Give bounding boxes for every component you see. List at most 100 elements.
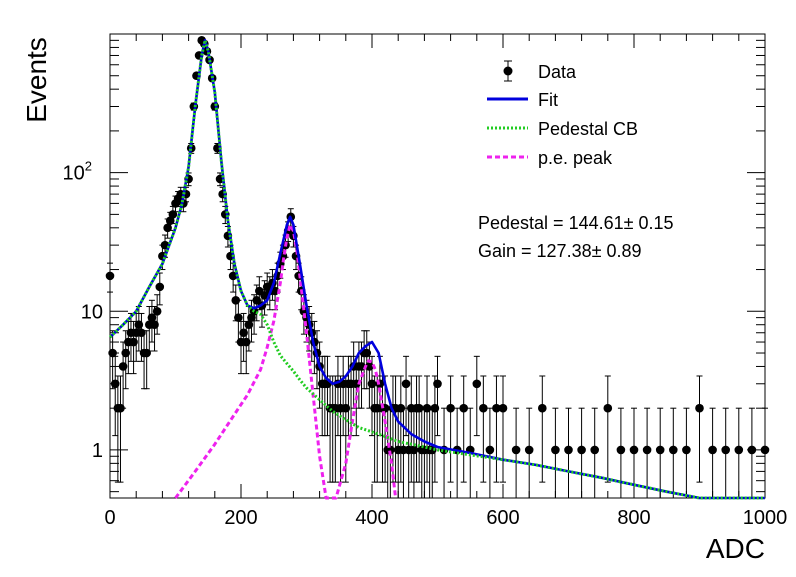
data-point [485, 407, 495, 498]
axis-ticks: 0 200 400 600 800 1000 1 10 102 [63, 33, 788, 529]
y-tick-label: 102 [63, 159, 92, 185]
data-point [655, 407, 665, 498]
data-marker [590, 445, 599, 455]
data-marker [551, 445, 560, 455]
data-marker [511, 445, 521, 455]
x-tick-label: 0 [104, 507, 115, 529]
data-marker [105, 271, 115, 281]
data-point [669, 407, 678, 498]
fit-curves [108, 38, 765, 500]
x-tick-label: 800 [617, 507, 650, 529]
x-tick-label: 1000 [743, 507, 788, 529]
data-marker [629, 445, 639, 455]
y-tick-label: 1 [92, 440, 103, 462]
data-point [511, 407, 521, 498]
y-axis-label: Events [21, 37, 52, 123]
data-point [459, 375, 469, 483]
data-point [642, 407, 652, 498]
legend-label-pe-peak: p.e. peak [538, 148, 613, 168]
legend-entry-data: Data [503, 60, 577, 82]
data-marker [479, 403, 488, 413]
data-point [577, 407, 586, 498]
data-marker [564, 445, 573, 455]
data-marker [485, 445, 495, 455]
data-point [152, 294, 162, 335]
data-point [108, 330, 117, 390]
data-marker [472, 379, 482, 389]
data-point [708, 407, 717, 498]
data-marker [682, 445, 691, 455]
data-marker [492, 403, 501, 413]
data-point [721, 407, 730, 498]
x-tick-label: 200 [224, 507, 257, 529]
data-marker [760, 445, 770, 455]
data-marker [401, 379, 411, 389]
data-marker [524, 445, 534, 455]
data-point [564, 407, 573, 498]
legend-entry-pedestal: Pedestal CB [487, 119, 638, 139]
data-point [105, 262, 115, 293]
y-tick-exponent: 2 [85, 159, 92, 174]
data-marker [721, 445, 730, 455]
data-marker [168, 210, 178, 219]
data-marker [747, 445, 757, 455]
data-marker [498, 403, 508, 413]
legend: Data Fit Pedestal CB p.e. peak [487, 60, 638, 168]
data-point [629, 407, 639, 498]
legend-entry-fit: Fit [487, 90, 558, 110]
data-point [551, 407, 560, 498]
data-point [439, 407, 449, 498]
data-point [616, 407, 626, 498]
data-point [760, 407, 770, 498]
data-marker [538, 403, 547, 413]
data-points [105, 36, 770, 498]
data-marker [446, 403, 455, 413]
data-marker [669, 445, 678, 455]
data-point [603, 375, 613, 483]
data-point [538, 375, 547, 483]
x-tick-label: 600 [486, 507, 519, 529]
data-marker [459, 403, 469, 413]
data-marker [616, 445, 626, 455]
data-point [498, 375, 508, 483]
legend-entry-pe-peak: p.e. peak [487, 148, 613, 168]
data-marker [108, 348, 117, 358]
data-marker [655, 445, 665, 455]
data-marker [155, 282, 165, 292]
x-tick-label: 400 [355, 507, 388, 529]
annotation-pedestal: Pedestal = 144.61± 0.15 [478, 213, 674, 233]
x-axis-label: ADC [706, 533, 765, 564]
data-point [682, 407, 691, 498]
data-point [734, 407, 744, 498]
data-point [479, 375, 488, 483]
pe-peak-curve [174, 223, 398, 500]
data-point [472, 355, 482, 437]
data-marker [228, 271, 238, 281]
data-point [401, 355, 411, 437]
data-marker [577, 445, 586, 455]
data-marker [695, 403, 704, 413]
data-marker [708, 445, 717, 455]
pedestal-cb-curve [108, 38, 765, 500]
data-marker [234, 313, 243, 322]
legend-label-fit: Fit [538, 90, 558, 110]
y-tick-label: 10 [81, 301, 103, 323]
data-point [433, 355, 442, 437]
fit-curve [109, 38, 765, 500]
data-point [695, 375, 704, 483]
data-marker [734, 445, 744, 455]
data-point [446, 375, 455, 483]
legend-label-data: Data [538, 62, 577, 82]
data-marker [152, 306, 162, 316]
data-marker [603, 403, 613, 413]
data-point [524, 407, 534, 498]
data-point [590, 407, 599, 498]
data-point [492, 375, 501, 483]
data-marker [642, 445, 652, 455]
legend-label-pedestal: Pedestal CB [538, 119, 638, 139]
data-point [747, 407, 757, 498]
annotation-gain: Gain = 127.38± 0.89 [478, 241, 642, 261]
legend-marker-data [503, 66, 513, 76]
